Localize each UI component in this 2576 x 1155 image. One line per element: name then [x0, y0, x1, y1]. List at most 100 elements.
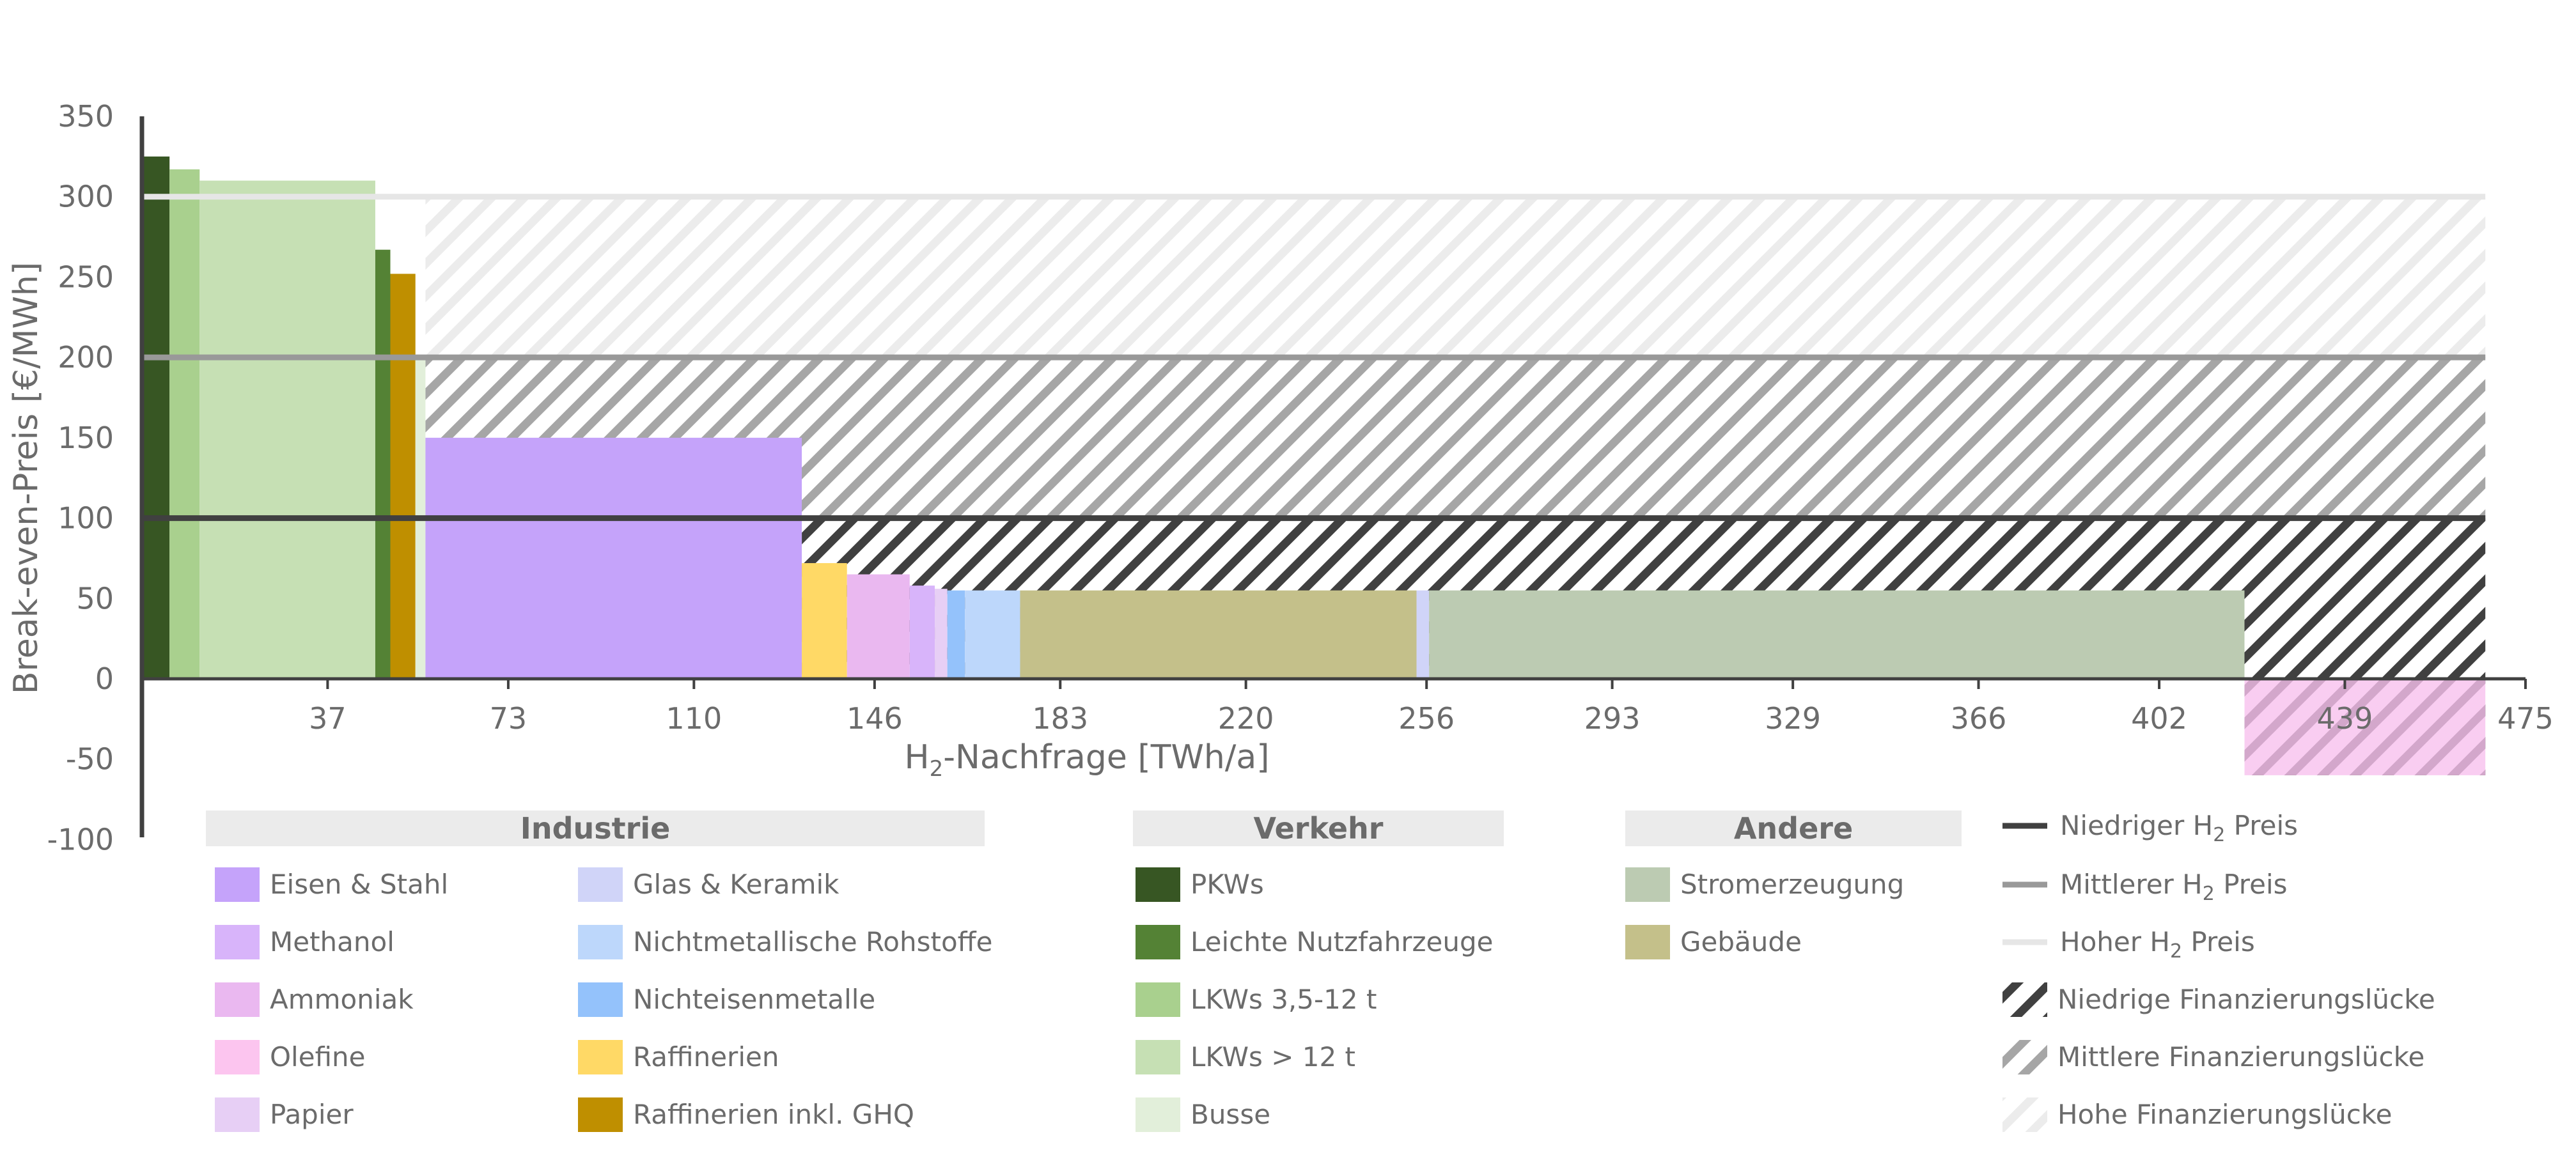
x-tick-label: 329: [1765, 701, 1821, 736]
legend-item-geb-ude-swatch: [1625, 925, 1670, 959]
bar-stromerzeugung: [1429, 590, 2245, 679]
legend-item-nichtmetallische-rohstoffe-label: Nichtmetallische Rohstoffe: [633, 926, 992, 957]
bar-nichtmetallische-rohstoffe: [965, 590, 1020, 679]
legend-item-glas-keramik-swatch: [578, 867, 623, 902]
legend-title-andere: Andere: [1734, 811, 1853, 846]
bar-pkws: [142, 156, 170, 679]
legend: Industrie Eisen & Stahl Methanol Ammoniak Ol…: [206, 810, 2435, 1132]
legend-gap-niedrige-finanzierungsl-cke-swatch: [2002, 982, 2047, 1017]
legend-item-stromerzeugung-swatch: [1625, 867, 1670, 902]
bar-glas-keramik: [1416, 590, 1430, 679]
y-tick-label: 150: [58, 421, 114, 455]
x-tick-label: 475: [2497, 701, 2554, 736]
bar-lkws-3-5-12-t: [169, 169, 200, 679]
legend-gap-hohe-finanzierungsl-cke-swatch: [2002, 1097, 2047, 1132]
legend-title-industrie: Industrie: [520, 811, 671, 846]
legend-item-pkws-swatch: [1136, 867, 1180, 902]
bar-leichte-nutzfahrzeuge: [375, 249, 391, 679]
legend-item-nichteisenmetalle-label: Nichteisenmetalle: [633, 984, 875, 1015]
bar-nichteisenmetalle: [947, 590, 965, 679]
legend-line-2-label: Hoher H2 Preis: [2060, 926, 2255, 963]
x-tick-label: 439: [2317, 701, 2373, 736]
y-tick-label: 300: [58, 180, 114, 214]
legend-item-nichteisenmetalle-swatch: [578, 982, 623, 1017]
x-axis-title-rest: -Nachfrage [TWh/a]: [943, 738, 1269, 777]
gap-area-high: [425, 196, 2486, 358]
legend-gap-hohe-finanzierungsl-cke-label: Hohe Finanzierungslücke: [2057, 1099, 2392, 1130]
legend-item-raffinerien-swatch: [578, 1040, 623, 1074]
legend-item-raffinerien-label: Raffinerien: [633, 1041, 779, 1073]
legend-item-methanol-label: Methanol: [270, 926, 394, 957]
legend-item-raffinerien-inkl-ghq-swatch: [578, 1097, 623, 1132]
y-tick-label: -100: [47, 822, 114, 857]
legend-item-leichte-nutzfahrzeuge-label: Leichte Nutzfahrzeuge: [1190, 926, 1494, 957]
legend-item-lkws-12-t-label: LKWs > 12 t: [1190, 1041, 1355, 1073]
legend-item-olefine-label: Olefine: [270, 1041, 365, 1073]
legend-item-olefine-swatch: [215, 1040, 260, 1074]
bar-lkws-12-t: [199, 180, 375, 679]
legend-item-nichtmetallische-rohstoffe-swatch: [578, 925, 623, 959]
bar-raffinerien: [802, 562, 847, 679]
legend-item-stromerzeugung-label: Stromerzeugung: [1680, 869, 1904, 900]
legend-gap-mittlere-finanzierungsl-cke-label: Mittlere Finanzierungslücke: [2057, 1041, 2424, 1073]
bar-methanol: [909, 585, 935, 679]
x-tick-label: 293: [1584, 701, 1641, 736]
legend-item-papier-label: Papier: [270, 1099, 354, 1130]
legend-item-methanol-swatch: [215, 925, 260, 959]
bar-papier: [935, 589, 948, 679]
x-tick-label: 37: [309, 701, 347, 736]
legend-item-eisen-stahl-label: Eisen & Stahl: [270, 869, 448, 900]
x-axis-title: H2-Nachfrage [TWh/a]: [905, 738, 1270, 782]
legend-header-industrie: [206, 810, 985, 846]
x-tick-label: 110: [666, 701, 722, 736]
legend-item-geb-ude-label: Gebäude: [1680, 926, 1802, 957]
x-tick-label: 256: [1398, 701, 1455, 736]
legend-line-1-label: Mittlerer H2 Preis: [2060, 869, 2288, 905]
y-axis-title: Break-even-Preis [€/MWh]: [7, 262, 45, 694]
legend-item-papier-swatch: [215, 1097, 260, 1132]
legend-item-lkws-3-5-12-t-label: LKWs 3,5-12 t: [1190, 984, 1377, 1015]
axes: [139, 116, 2525, 837]
legend-item-raffinerien-inkl-ghq-label: Raffinerien inkl. GHQ: [633, 1099, 914, 1130]
x-tick-label: 220: [1218, 701, 1274, 736]
legend-item-lkws-12-t-swatch: [1136, 1040, 1180, 1074]
y-tick-label: 250: [58, 260, 114, 294]
bars: [142, 156, 2486, 775]
legend-item-busse-label: Busse: [1190, 1099, 1270, 1130]
bar-geb-ude: [1020, 590, 1417, 679]
legend-item-glas-keramik-label: Glas & Keramik: [633, 869, 839, 900]
legend-line-0-label: Niedriger H2 Preis: [2060, 810, 2298, 846]
legend-item-ammoniak-swatch: [215, 982, 260, 1017]
legend-header-andere: [1625, 810, 1962, 846]
y-tick-label: -50: [66, 742, 114, 777]
legend-gap-niedrige-finanzierungsl-cke-label: Niedrige Finanzierungslücke: [2057, 984, 2435, 1015]
y-tick-label: 50: [76, 581, 114, 616]
x-tick-labels: 37 73 110 146 183 220 256 293 329 366 402 439 475: [309, 679, 2554, 736]
legend-gap-mittlere-finanzierungsl-cke-swatch: [2002, 1040, 2047, 1074]
x-axis-title-sub: 2: [930, 756, 944, 782]
y-tick-label: 0: [95, 662, 114, 696]
y-tick-label: 100: [58, 501, 114, 536]
x-axis-title-main: H: [905, 738, 930, 777]
y-tick-labels: 350 300 250 200 150 100 50 0 -50 -100: [47, 99, 114, 857]
legend-item-busse-swatch: [1136, 1097, 1180, 1132]
bar-raffinerien-inkl-ghq: [390, 274, 416, 679]
x-tick-label: 366: [1951, 701, 2007, 736]
y-tick-label: 200: [58, 340, 114, 375]
bar-eisen-stahl: [425, 437, 802, 679]
legend-item-lkws-3-5-12-t-swatch: [1136, 982, 1180, 1017]
legend-title-verkehr: Verkehr: [1254, 811, 1384, 846]
x-tick-label: 183: [1032, 701, 1088, 736]
y-tick-label: 350: [58, 99, 114, 134]
legend-item-eisen-stahl-swatch: [215, 867, 260, 902]
x-tick-label: 73: [490, 701, 527, 736]
bar-ammoniak: [847, 574, 910, 679]
x-tick-label: 146: [847, 701, 903, 736]
legend-header-verkehr: [1133, 810, 1504, 846]
legend-item-pkws-label: PKWs: [1190, 869, 1264, 900]
price-lines: [142, 194, 2486, 522]
bar-olefine: [2244, 679, 2486, 775]
legend-item-ammoniak-label: Ammoniak: [270, 984, 414, 1015]
legend-item-leichte-nutzfahrzeuge-swatch: [1136, 925, 1180, 959]
